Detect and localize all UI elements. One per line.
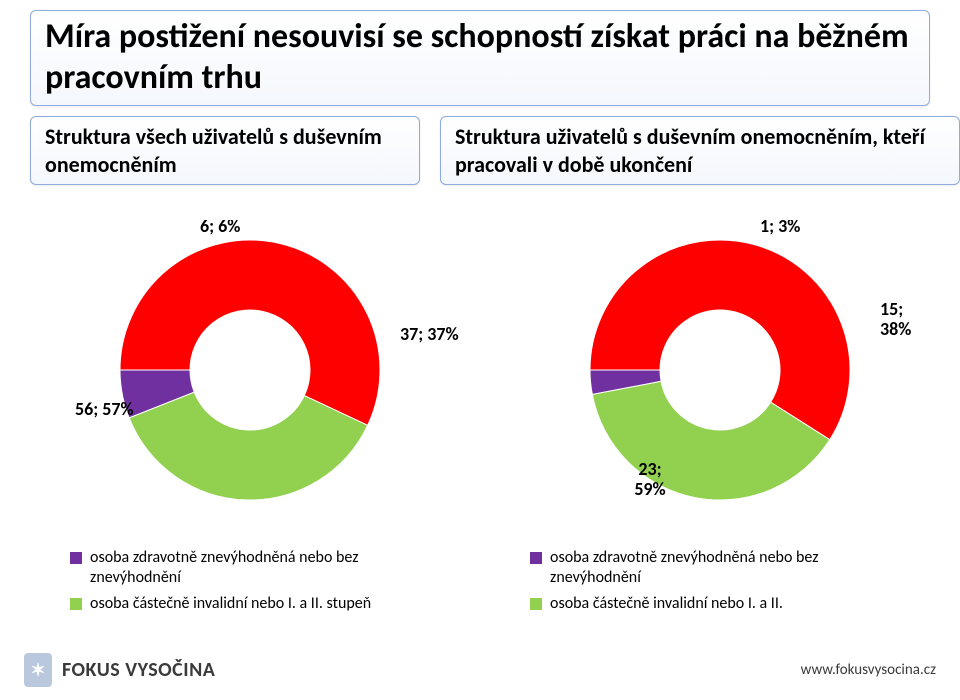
legend-item: osoba částečně invalidní nebo I. a II. xyxy=(530,594,890,614)
legend-item: osoba zdravotně znevýhodněná nebo bez zn… xyxy=(530,548,890,588)
slide: Míra postižení nesouvisí se schopností z… xyxy=(0,0,960,700)
footer-logo: ✶ xyxy=(24,653,52,687)
footer-brand: FOKUS VYSOČINA xyxy=(62,658,215,682)
legend-swatch xyxy=(70,598,82,610)
donut-svg-right: 23;59% 15;38% 1; 3% xyxy=(520,220,940,520)
subtitle-right: Struktura uživatelů s duševním onemocněn… xyxy=(440,116,960,185)
footer-left: ✶ FOKUS VYSOČINA xyxy=(24,653,215,687)
footer-url: www.fokusvysocina.cz xyxy=(801,661,936,679)
page-title: Míra postižení nesouvisí se schopností z… xyxy=(45,17,915,99)
donut-chart-right: 23;59% 15;38% 1; 3% xyxy=(520,220,940,520)
donut-label: 23;59% xyxy=(634,458,665,500)
title-box: Míra postižení nesouvisí se schopností z… xyxy=(30,10,930,106)
legend-left: osoba zdravotně znevýhodněná nebo bez zn… xyxy=(70,548,430,620)
donut-svg-left: 56; 57% 37; 37% 6; 6% xyxy=(50,220,470,520)
footer: ✶ FOKUS VYSOČINA www.fokusvysocina.cz xyxy=(0,648,960,700)
donut-chart-left: 56; 57% 37; 37% 6; 6% xyxy=(50,220,470,520)
donut-slice-green xyxy=(129,392,367,500)
legend-swatch xyxy=(70,552,82,564)
donut-label: 15;38% xyxy=(880,298,911,340)
donut-label: 6; 6% xyxy=(200,220,240,237)
donut-label: 1; 3% xyxy=(760,220,800,237)
subtitle-left: Struktura všech uživatelů s duševním one… xyxy=(30,116,420,185)
legend-item: osoba částečně invalidní nebo I. a II. s… xyxy=(70,594,430,614)
legend-swatch xyxy=(530,598,542,610)
legend-swatch xyxy=(530,552,542,564)
legend-right: osoba zdravotně znevýhodněná nebo bez zn… xyxy=(530,548,890,620)
donut-label: 56; 57% xyxy=(75,398,134,420)
legend-item: osoba zdravotně znevýhodněná nebo bez zn… xyxy=(70,548,430,588)
legend-label: osoba zdravotně znevýhodněná nebo bez zn… xyxy=(90,548,430,588)
legend-label: osoba částečně invalidní nebo I. a II. s… xyxy=(90,594,371,614)
donut-label: 37; 37% xyxy=(400,323,459,345)
legend-label: osoba zdravotně znevýhodněná nebo bez zn… xyxy=(550,548,890,588)
logo-glyph: ✶ xyxy=(30,659,45,681)
legend-label: osoba částečně invalidní nebo I. a II. xyxy=(550,594,783,614)
